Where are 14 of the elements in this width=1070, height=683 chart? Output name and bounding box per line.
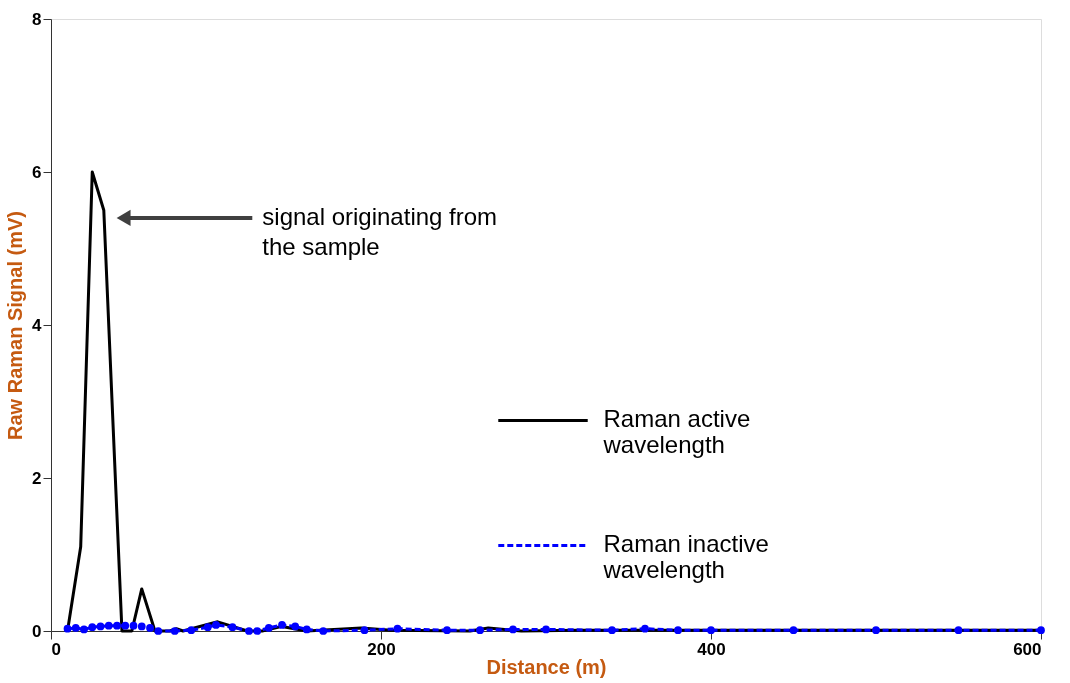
y-tick-label: 4 [32,315,43,335]
legend-label: Raman active wavelength [602,405,751,459]
y-tick-label: 6 [32,162,42,182]
x-tick-label: 600 [1013,639,1042,659]
legend-label: Raman inactive wavelength [602,530,769,584]
y-tick-label: 2 [32,468,42,488]
y-axis-title: Raw Raman Signal (mV) [4,211,27,440]
annotation: signal originating from the sample [262,202,498,260]
x-tick-label: 200 [367,639,396,659]
x-tick-label: 0 [51,639,61,659]
y-tick-label: 8 [32,9,42,29]
x-axis-title: Distance (m) [486,655,607,678]
x-tick-label: 400 [697,639,726,659]
y-tick-label: 0 [32,621,42,641]
